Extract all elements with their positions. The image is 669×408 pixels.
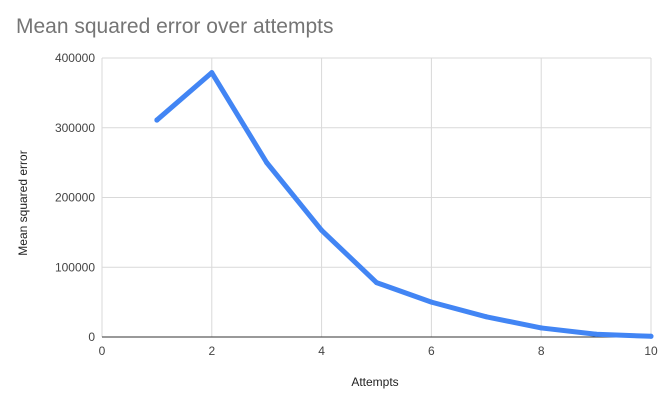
y-tick-label: 0 (88, 330, 95, 344)
x-tick-label: 6 (428, 344, 435, 358)
y-tick-label: 400000 (55, 51, 95, 65)
x-tick-label: 4 (318, 344, 325, 358)
data-point (428, 299, 434, 305)
data-point (374, 280, 379, 286)
series-line (154, 70, 654, 339)
data-point (209, 70, 215, 76)
data-point (264, 160, 270, 166)
x-axis-ticks: 0 2 4 6 8 10 (99, 344, 658, 358)
data-point (593, 331, 599, 337)
series-layer (154, 70, 654, 339)
y-tick-label: 300000 (55, 121, 95, 135)
data-point (154, 117, 160, 123)
x-tick-label: 0 (99, 344, 106, 358)
y-tick-label: 100000 (55, 260, 95, 274)
x-tick-label: 8 (538, 344, 545, 358)
data-point (538, 325, 544, 331)
data-point (648, 333, 654, 339)
x-axis-title: Attempts (351, 375, 398, 389)
data-point (319, 227, 325, 233)
y-axis-title: Mean squared error (16, 150, 30, 255)
y-axis-ticks: 0 100000 200000 300000 400000 (55, 51, 95, 344)
y-tick-label: 200000 (55, 191, 95, 205)
x-tick-label: 2 (208, 344, 215, 358)
chart-title: Mean squared error over attempts (16, 15, 333, 38)
grid (101, 57, 652, 337)
data-point (483, 314, 489, 320)
x-tick-label: 10 (644, 344, 658, 358)
